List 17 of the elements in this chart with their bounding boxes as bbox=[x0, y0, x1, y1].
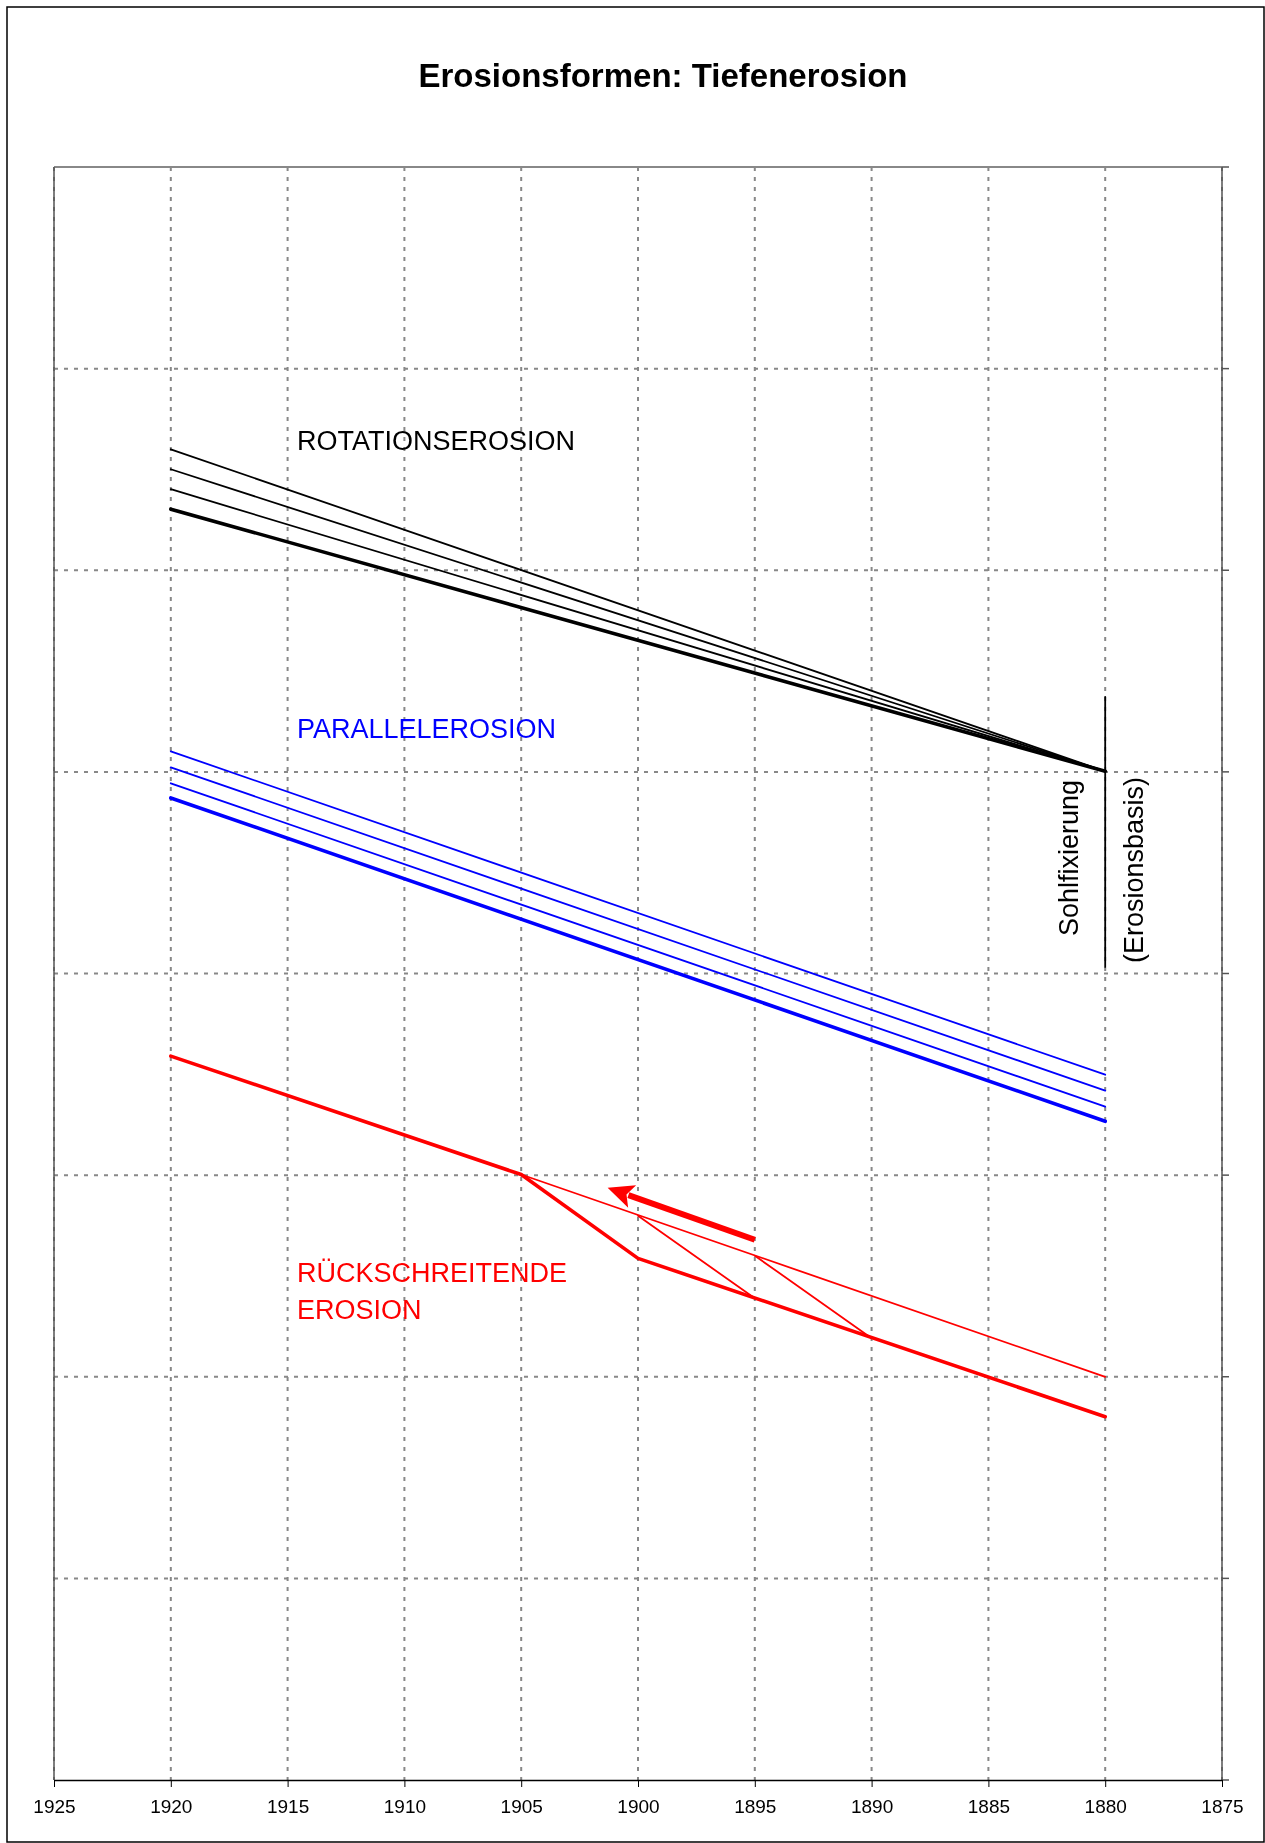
annotation: PARALLELEROSION bbox=[297, 714, 557, 744]
chart-title: Erosionsformen: Tiefenerosion bbox=[418, 57, 908, 94]
x-tick-label: 1925 bbox=[33, 1795, 76, 1817]
annotation: (Erosionsbasis) bbox=[1119, 776, 1149, 964]
x-tick-label: 1880 bbox=[1084, 1795, 1127, 1817]
annotation: Sohlfixierung bbox=[1054, 779, 1084, 937]
x-tick-label: 1920 bbox=[150, 1795, 193, 1817]
x-tick-label: 1895 bbox=[734, 1795, 777, 1817]
x-tick-label: 1900 bbox=[617, 1795, 660, 1817]
annotation: RÜCKSCHREITENDE EROSION bbox=[297, 1258, 568, 1325]
x-tick-label: 1915 bbox=[266, 1795, 310, 1817]
annotation: ROTATIONSEROSION bbox=[297, 426, 576, 456]
x-tick-label: 1875 bbox=[1201, 1795, 1244, 1817]
x-tick-label: 1885 bbox=[967, 1795, 1011, 1817]
x-tick-label: 1905 bbox=[500, 1795, 543, 1817]
x-tick-label: 1890 bbox=[850, 1795, 894, 1817]
x-tick-label: 1910 bbox=[383, 1795, 427, 1817]
